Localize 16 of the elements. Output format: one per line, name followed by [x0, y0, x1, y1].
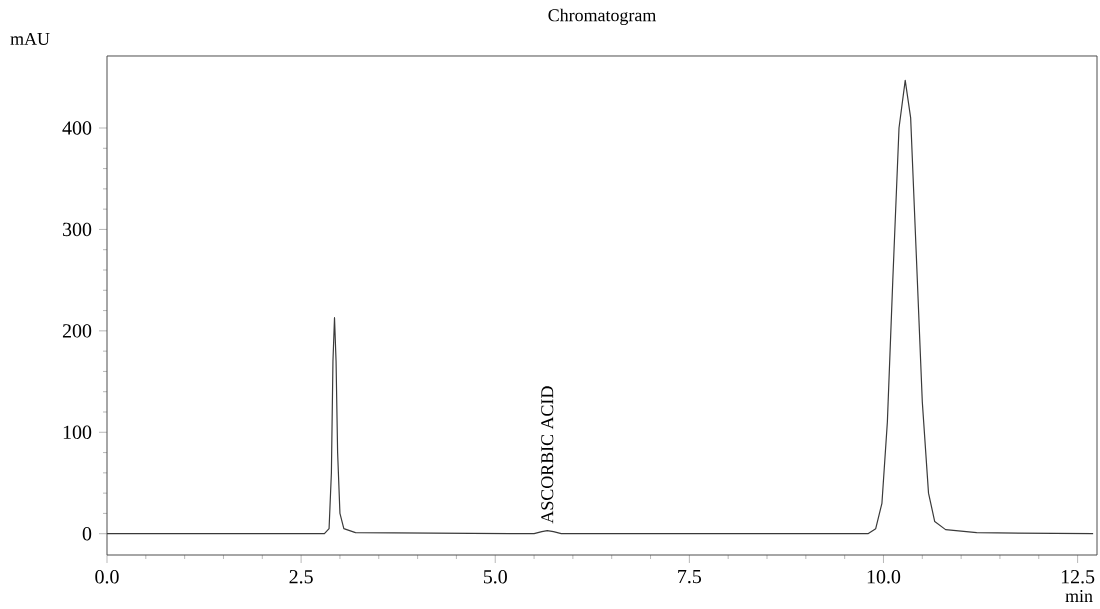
y-tick-label: 300 — [63, 222, 92, 237]
chart-title: Chromatogram — [548, 8, 657, 25]
y-axis-title: mAU — [10, 32, 50, 45]
x-tick-label: 10.0 — [867, 570, 901, 584]
x-tick-label: 12.5 — [1061, 570, 1095, 584]
y-tick-label: 0 — [82, 526, 92, 541]
line-series — [106, 79, 1094, 535]
y-tick-label: 400 — [62, 121, 92, 135]
x-tick-label: 5.0 — [483, 570, 507, 584]
y-tick-label: 100 — [63, 425, 92, 439]
x-tick-label: 7.5 — [678, 570, 702, 584]
x-tick-label: 2.5 — [289, 570, 313, 584]
annotation: ASCORBIC ACID — [541, 386, 554, 524]
y-tick-label: 200 — [62, 324, 92, 338]
x-tick-label: 0.0 — [95, 570, 119, 584]
x-axis-title: min — [1065, 590, 1093, 602]
